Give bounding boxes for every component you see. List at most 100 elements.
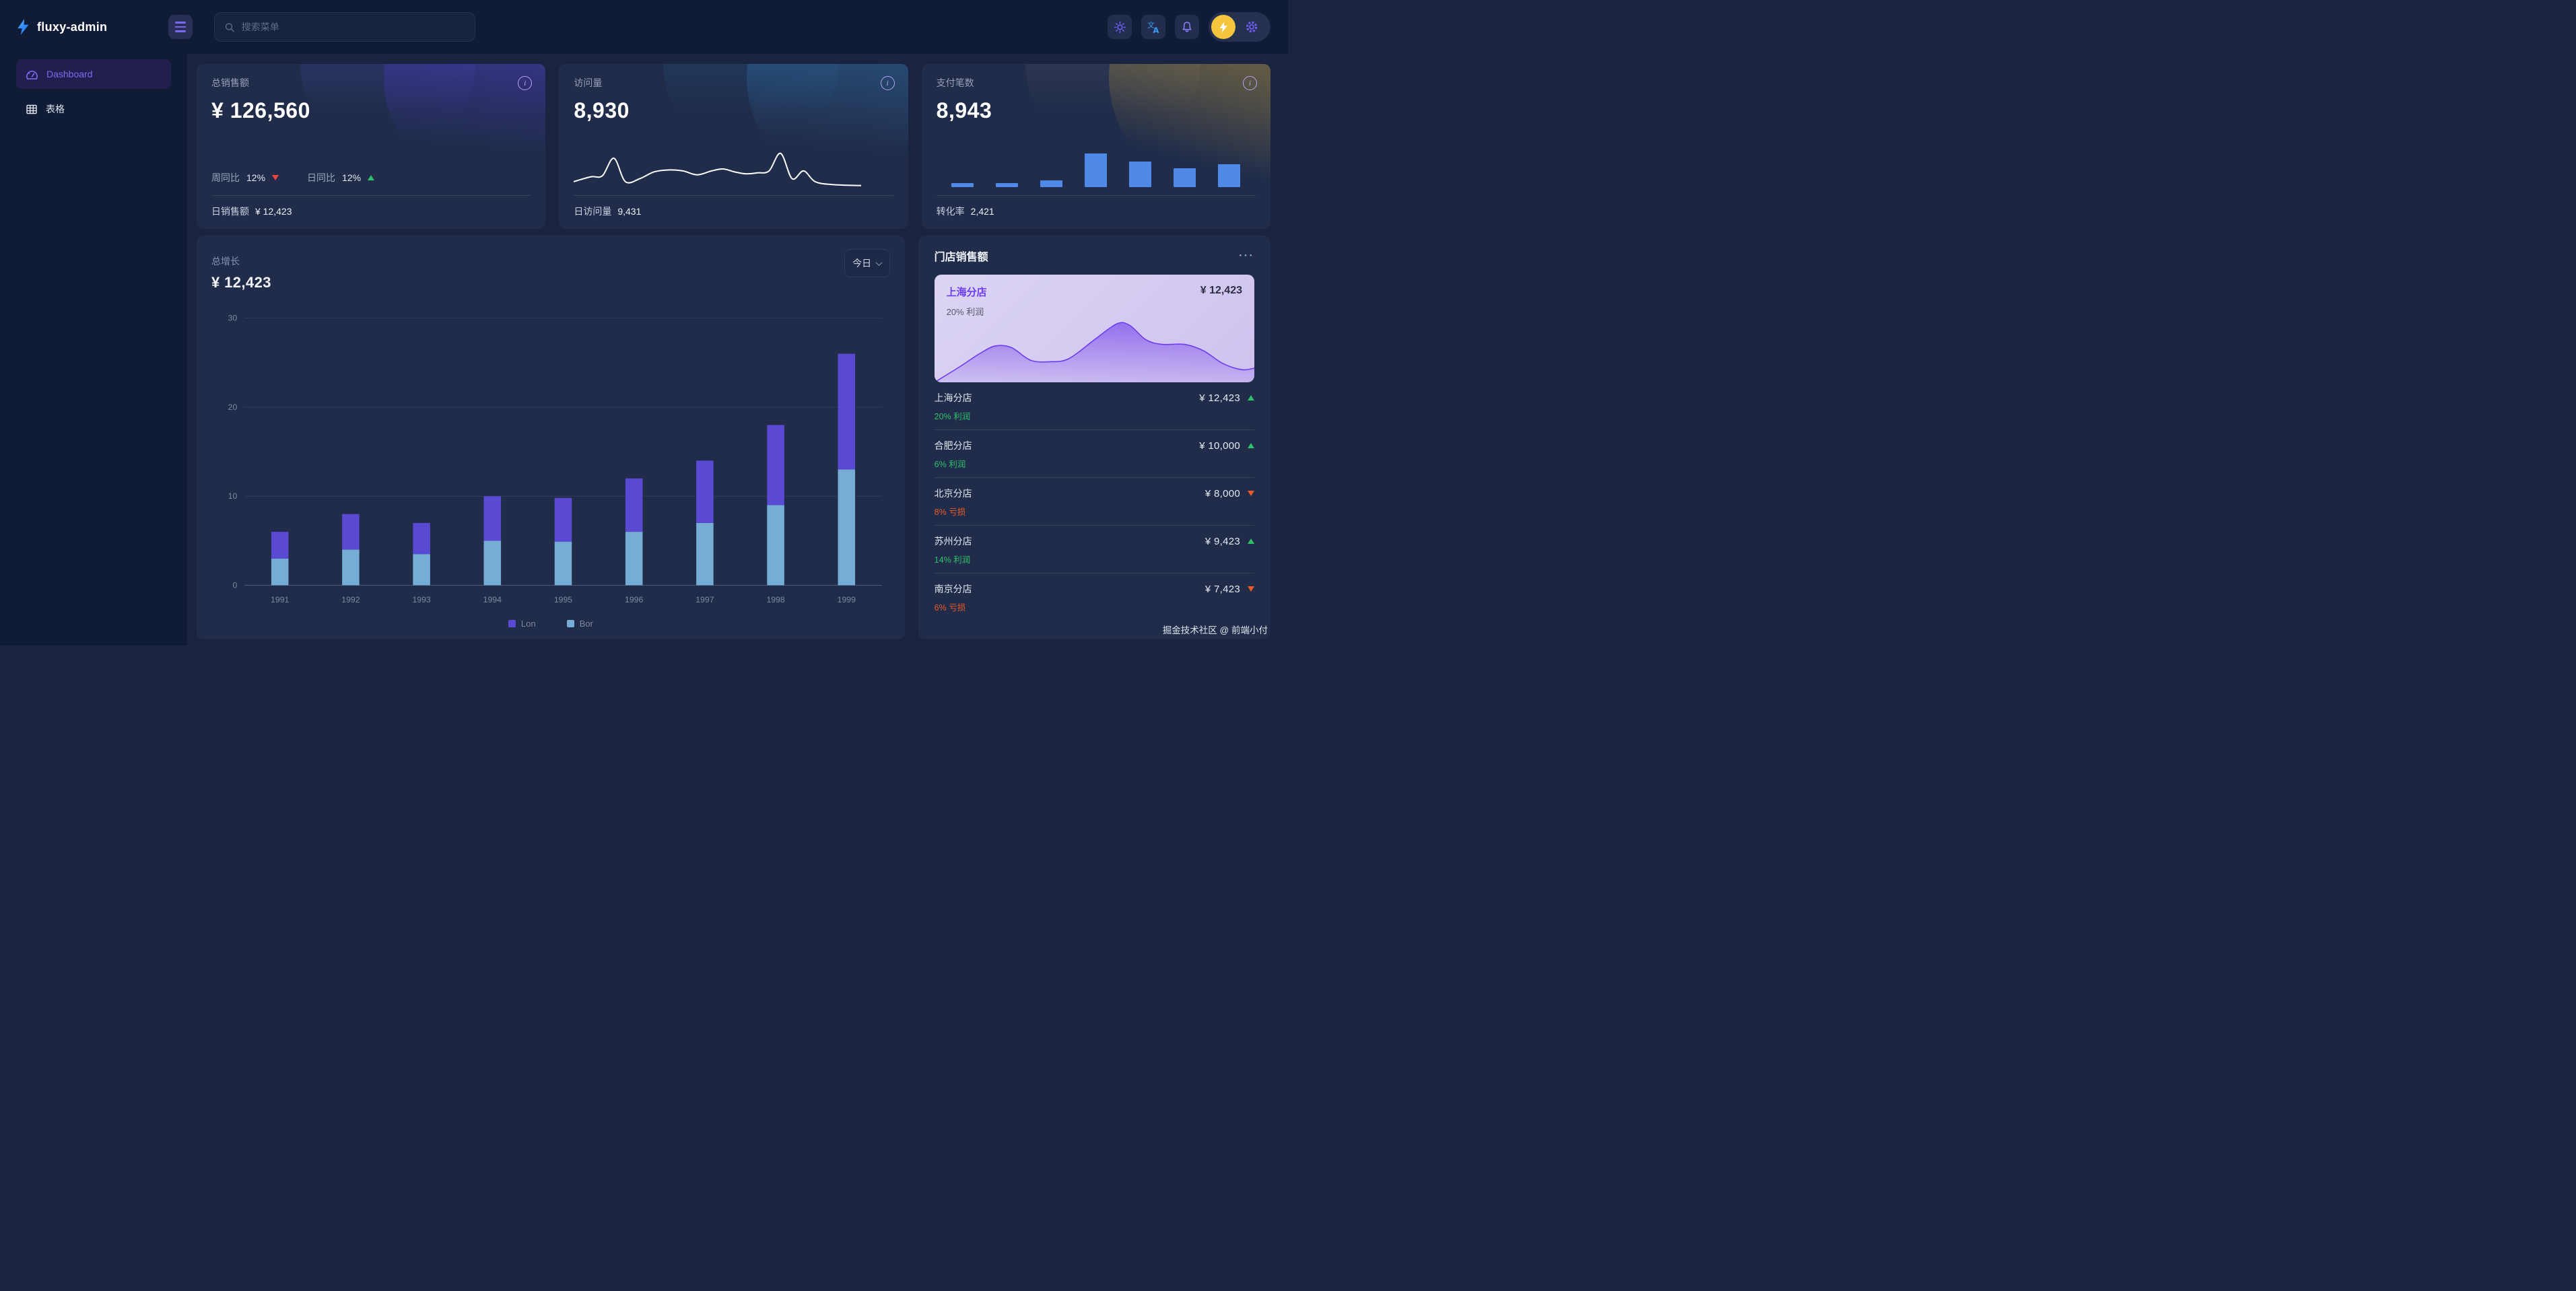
stat-cards-row: 总销售额 i ¥ 126,560 周同比 12% 日同比 1 [197,64,1270,229]
featured-area-chart [934,319,1254,382]
svg-text:1992: 1992 [341,595,360,604]
svg-text:1999: 1999 [838,595,856,604]
stat-card-total-sales: 总销售额 i ¥ 126,560 周同比 12% 日同比 1 [197,64,546,229]
store-row-hefei: 合肥分店 ¥ 10,000 6% 利润 [934,430,1254,478]
sidebar-item-label: 表格 [46,104,65,114]
row-2: 总增长 ¥ 12,423 今日 0 10 20 30 1991 1992 1993 1994 1… [197,236,1270,639]
search-icon [225,22,234,32]
featured-store-value: ¥ 12,423 [1200,285,1242,296]
main-content: 总销售额 i ¥ 126,560 周同比 12% 日同比 1 [187,54,1288,646]
user-menu[interactable] [1209,12,1270,42]
card-value: 8,930 [574,98,630,123]
divider [211,195,531,196]
stat-card-visits: 访问量 i 8,930 日访问量 9,431 [559,64,908,229]
store-row-beijing: 北京分店 ¥ 8,000 8% 亏损 [934,478,1254,526]
chevron-down-icon [875,258,883,266]
translate-icon: 文 A [1147,20,1159,34]
card-footer: 日访问量 9,431 [574,206,642,217]
legend-item-bor[interactable]: Bor [566,619,593,629]
dashboard-gauge-icon [26,70,38,79]
svg-text:文: 文 [1147,20,1155,30]
card-title: 访问量 [574,77,603,88]
legend-swatch [508,620,516,627]
mini-bar [951,182,974,187]
featured-store-name: 上海分店 [946,287,987,298]
legend-swatch [566,620,574,627]
svg-text:A: A [1153,26,1159,34]
stat-card-payments: 支付笔数 i 8,943 转化率 2,421 [921,64,1270,229]
topbar: fluxy-admin [0,0,1288,54]
mini-bar [1128,162,1151,187]
featured-store-card: 上海分店 ¥ 12,423 20% 利润 [934,275,1254,382]
card-footer: 日销售额 ¥ 12,423 [211,206,292,217]
store-row-suzhou: 苏州分店 ¥ 9,423 14% 利润 [934,526,1254,573]
svg-text:1998: 1998 [766,595,784,604]
svg-text:30: 30 [228,314,238,323]
gear-icon [1246,21,1258,33]
sidebar-item-table[interactable]: 表格 [16,94,171,124]
notifications-button[interactable] [1175,15,1199,39]
svg-text:10: 10 [228,491,238,501]
search-box [214,12,475,42]
visits-sparkline-chart [574,149,861,188]
avatar-lightning-icon [1219,21,1227,33]
language-button[interactable]: 文 A [1141,15,1165,39]
sidebar: Dashboard 表格 [0,54,187,646]
watermark: 掘金技术社区 @ 前端小付 [1162,625,1268,635]
legend-item-lon[interactable]: Lon [508,619,536,629]
featured-store-note: 20% 利润 [946,307,984,317]
store-row-nanjing: 南京分店 ¥ 7,423 6% 亏损 [935,573,1254,621]
ellipsis-menu-icon[interactable]: ··· [1239,249,1254,262]
svg-text:0: 0 [232,580,237,590]
trend-icon [1248,586,1254,592]
app-root: fluxy-admin [0,0,1288,646]
menu-hamburger-button[interactable] [168,15,193,39]
trend-icon [1248,491,1254,496]
sidebar-item-label: Dashboard [46,69,93,79]
trend-icon [1248,443,1254,448]
trend-up-icon [368,175,375,180]
brand: fluxy-admin [16,19,168,35]
svg-text:1995: 1995 [554,595,572,604]
mini-bar [1040,180,1062,187]
divider [936,195,1256,196]
metric-day-ratio: 日同比 12% [307,171,375,184]
growth-chart-card: 总增长 ¥ 12,423 今日 0 10 20 30 1991 1992 1993 1994 1… [197,236,905,639]
metric-week-ratio: 周同比 12% [211,171,279,184]
info-icon[interactable]: i [880,76,895,90]
date-range-dropdown[interactable]: 今日 [844,249,890,277]
info-icon[interactable]: i [1242,76,1257,90]
chart-legend: Lon Bor [211,617,890,633]
card-title: 总销售额 [211,77,249,88]
settings-gear[interactable] [1245,20,1268,34]
trend-down-icon [272,175,279,180]
search-input[interactable] [241,22,465,32]
svg-text:1991: 1991 [271,595,289,604]
card-value: ¥ 126,560 [211,98,310,123]
growth-amount: ¥ 12,423 [211,274,271,291]
bell-icon [1182,22,1192,32]
metrics-row: 周同比 12% 日同比 12% [211,171,375,184]
svg-text:1994: 1994 [483,595,502,604]
brand-lightning-icon [18,19,29,35]
theme-toggle-button[interactable] [1108,15,1132,39]
growth-stacked-bar-chart: 0 10 20 30 1991 1992 1993 1994 1995 1996 1997 1998 1… [228,314,882,604]
topbar-actions: 文 A [1108,12,1270,42]
table-icon [26,104,37,114]
panel-title: 门店销售额 [934,252,988,263]
brand-name: fluxy-admin [37,20,108,34]
sidebar-item-dashboard[interactable]: Dashboard [16,59,171,89]
card-title: 支付笔数 [936,77,974,88]
menu-hamburger-icon [175,22,186,24]
mini-bar [1173,168,1196,187]
growth-title: 总增长 [211,256,240,267]
mini-bar [995,183,1018,187]
payments-minibar-chart [937,152,1240,187]
card-value: 8,943 [936,98,992,123]
avatar [1211,15,1235,39]
trend-icon [1248,395,1254,400]
svg-text:1996: 1996 [625,595,643,604]
store-list: 上海分店 ¥ 12,423 20% 利润 合肥分店 [934,382,1254,639]
trend-icon [1248,538,1254,544]
divider [574,195,893,196]
